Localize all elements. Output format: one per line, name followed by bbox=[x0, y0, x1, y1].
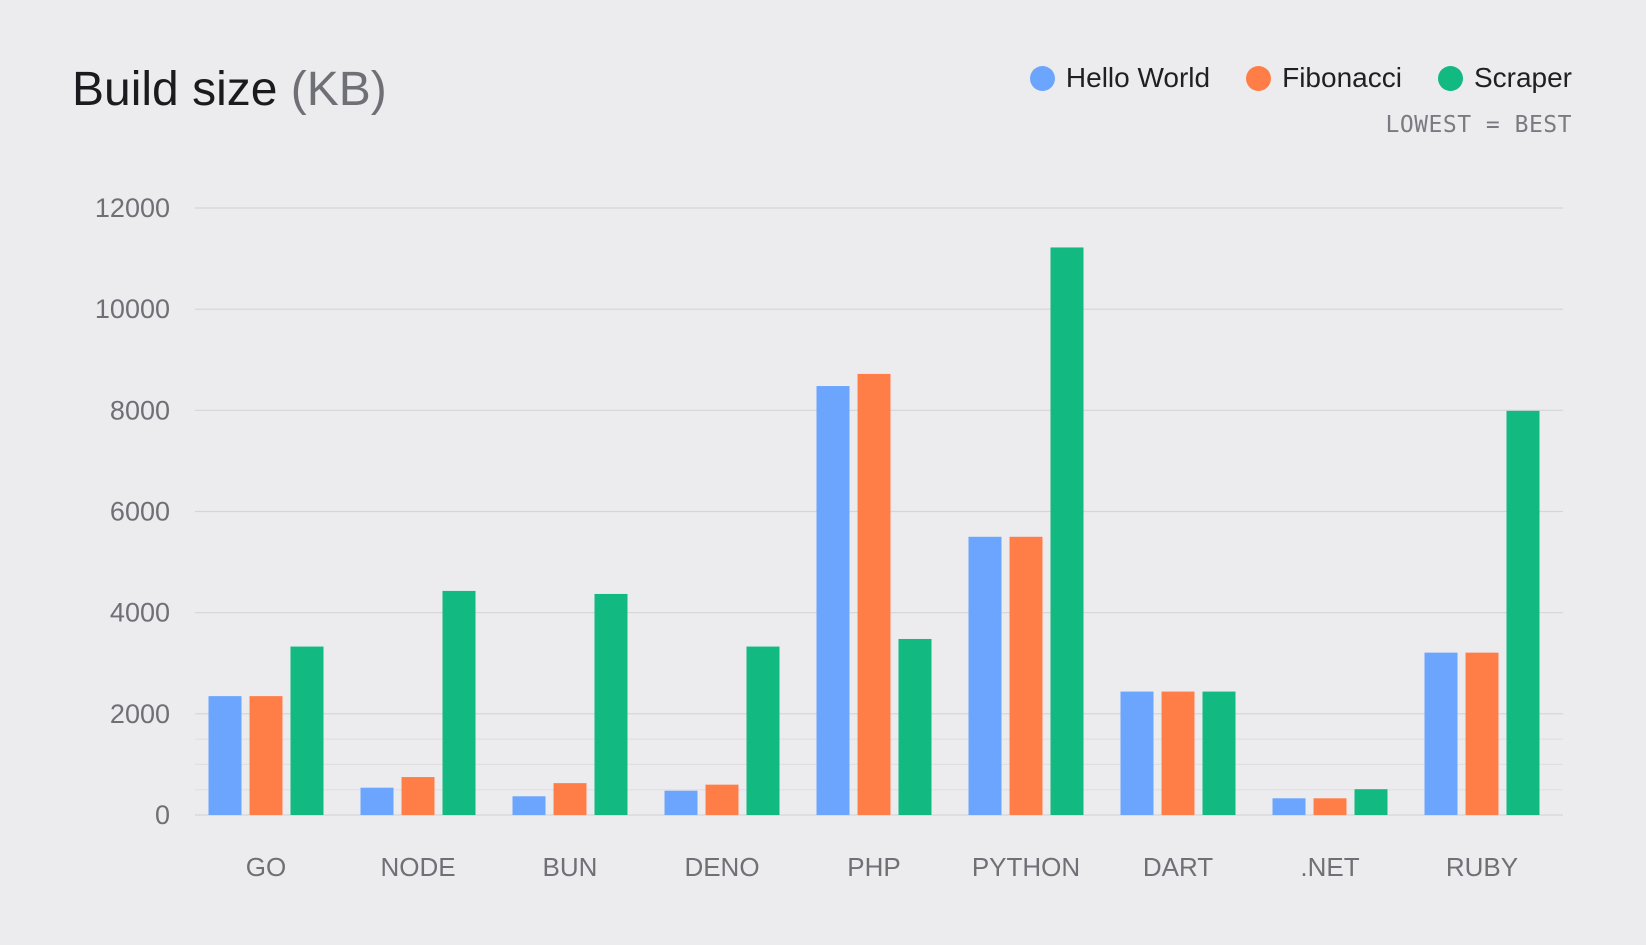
bar-python-scraper bbox=[1050, 247, 1084, 815]
bar-ruby-hello-world bbox=[1424, 652, 1458, 815]
x-category-label-node: NODE bbox=[380, 852, 455, 882]
bar-go-hello-world bbox=[208, 696, 242, 815]
x-category-label-php: PHP bbox=[847, 852, 900, 882]
legend-label-fibonacci: Fibonacci bbox=[1282, 62, 1402, 93]
bar-net-scraper bbox=[1354, 789, 1388, 815]
x-category-label-python: PYTHON bbox=[972, 852, 1080, 882]
bar-dart-hello-world bbox=[1120, 691, 1154, 815]
bar-ruby-fibonacci bbox=[1465, 652, 1499, 815]
legend-swatch-scraper bbox=[1437, 65, 1463, 91]
legend-label-scraper: Scraper bbox=[1473, 62, 1572, 93]
legend-swatch-fibonacci bbox=[1246, 65, 1272, 91]
legend-item-scraper: Scraper bbox=[1437, 62, 1572, 94]
y-tick-label-6000: 6000 bbox=[110, 497, 170, 527]
lowest-best-note: LOWEST = BEST bbox=[1385, 112, 1572, 138]
bar-node-scraper bbox=[442, 590, 476, 815]
bar-deno-scraper bbox=[746, 646, 780, 815]
bar-net-hello-world bbox=[1272, 798, 1306, 815]
y-tick-label-2000: 2000 bbox=[110, 699, 170, 729]
x-category-label-ruby: RUBY bbox=[1446, 852, 1518, 882]
bar-php-scraper bbox=[898, 638, 932, 815]
bar-dart-scraper bbox=[1202, 691, 1236, 815]
bar-python-fibonacci bbox=[1009, 536, 1043, 815]
y-tick-label-4000: 4000 bbox=[110, 598, 170, 628]
bar-ruby-scraper bbox=[1506, 410, 1540, 815]
bar-go-scraper bbox=[290, 646, 324, 815]
x-category-label-deno: DENO bbox=[684, 852, 759, 882]
x-category-label-go: GO bbox=[246, 852, 286, 882]
legend-item-hello-world: Hello World bbox=[1029, 62, 1211, 94]
chart-title: Build size (KB) bbox=[72, 62, 387, 117]
x-category-label-net: .NET bbox=[1300, 852, 1359, 882]
chart-title-main: Build size bbox=[72, 63, 278, 116]
chart-legend: Hello World Fibonacci Scraper bbox=[1029, 62, 1572, 94]
bar-php-fibonacci bbox=[857, 373, 891, 815]
bar-bun-fibonacci bbox=[553, 783, 587, 815]
bar-node-fibonacci bbox=[401, 777, 435, 815]
legend-label-hello-world: Hello World bbox=[1065, 62, 1211, 93]
bar-deno-fibonacci bbox=[705, 784, 739, 815]
bar-go-fibonacci bbox=[249, 696, 283, 815]
bar-node-hello-world bbox=[360, 787, 394, 815]
bar-bun-hello-world bbox=[512, 796, 546, 815]
bar-dart-fibonacci bbox=[1161, 691, 1195, 815]
bar-net-fibonacci bbox=[1313, 798, 1347, 815]
legend-swatch-hello-world bbox=[1029, 65, 1055, 91]
y-tick-label-8000: 8000 bbox=[110, 395, 170, 425]
chart-title-unit: (KB) bbox=[290, 63, 387, 116]
y-tick-label-0: 0 bbox=[155, 800, 170, 830]
x-category-label-bun: BUN bbox=[543, 852, 598, 882]
bar-python-hello-world bbox=[968, 536, 1002, 815]
bar-php-hello-world bbox=[816, 386, 850, 815]
bar-deno-hello-world bbox=[664, 790, 698, 815]
y-tick-label-12000: 12000 bbox=[95, 193, 170, 223]
bar-bun-scraper bbox=[594, 593, 628, 815]
legend-item-fibonacci: Fibonacci bbox=[1246, 62, 1402, 94]
x-category-label-dart: DART bbox=[1143, 852, 1213, 882]
y-tick-label-10000: 10000 bbox=[95, 294, 170, 324]
